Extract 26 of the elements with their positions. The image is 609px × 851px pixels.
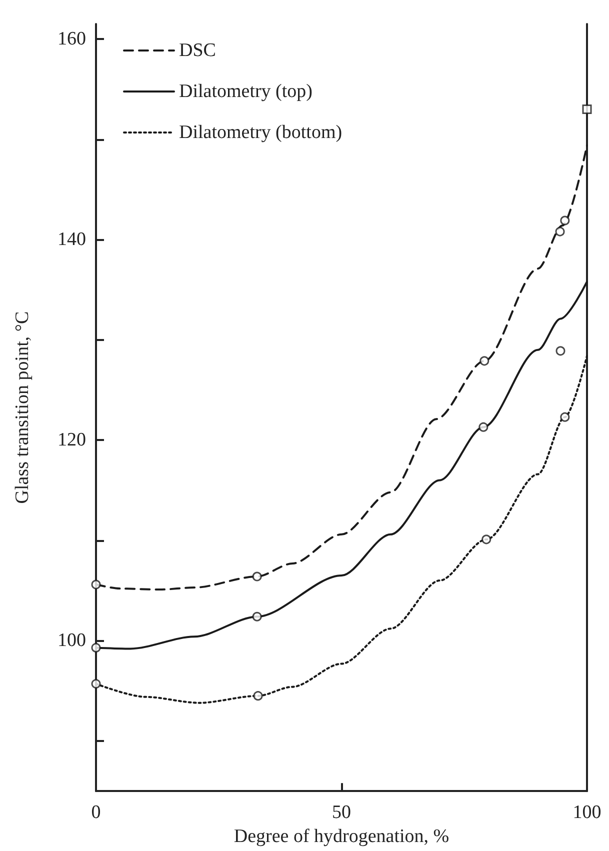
legend-label: DSC [179, 40, 216, 61]
y-tick-label: 100 [58, 630, 86, 652]
point [252, 612, 262, 622]
point [482, 534, 492, 544]
y-tick-label: 120 [58, 430, 86, 451]
point [253, 691, 263, 701]
point [252, 572, 262, 582]
point [91, 642, 101, 652]
y-tick-label: 140 [58, 229, 86, 250]
x-tick-label: 50 [332, 802, 351, 824]
x-axis-title: Degree of hydrogenation, % [234, 826, 450, 847]
point [91, 580, 101, 590]
y-tick-label: 160 [58, 28, 86, 50]
point [480, 356, 490, 366]
point [560, 412, 570, 422]
y-axis-title: Glass transition point, °C [12, 311, 33, 504]
legend-label: Dilatometry (bottom) [179, 122, 342, 143]
point [560, 216, 570, 226]
legend-label: Dilatometry (top) [179, 81, 312, 102]
point [556, 346, 566, 356]
x-tick-label: 0 [91, 802, 101, 824]
x-tick-label: 100 [572, 802, 602, 824]
point [478, 422, 488, 432]
point [91, 679, 101, 689]
point [582, 104, 592, 114]
point [555, 226, 565, 236]
